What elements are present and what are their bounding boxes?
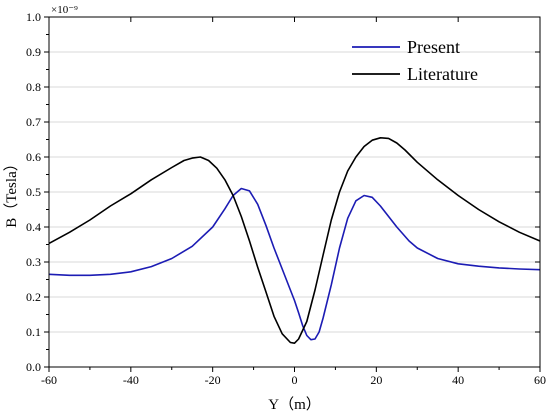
x-axis: -60 -40 -20 0 20 40 60 [41,17,546,387]
y-tick-label: 0.2 [26,290,41,304]
y-tick-label: 0.8 [26,80,41,94]
x-tick-label: -40 [123,373,139,387]
series-line-literature [48,137,541,345]
x-axis-title: Y（m） [268,396,321,413]
y-axis-title: B（Tesla） [3,156,20,227]
x-tick-label: 40 [452,373,464,387]
x-tick-label: 20 [370,373,382,387]
y-tick-label: 0.5 [26,185,41,199]
legend-label-present: Present [407,37,460,57]
x-tick-label: 0 [292,373,298,387]
y-tick-label: 0.9 [26,45,41,59]
y-axis: 0.0 0.1 0.2 0.3 0.4 0.5 0.6 0.7 0.8 0.9 1.0 [26,10,540,374]
grid [49,51,540,333]
series-line-present [48,187,541,341]
y-tick-label: 0.6 [26,150,41,164]
legend-label-literature: Literature [407,64,478,84]
series-group [48,137,541,345]
y-tick-label: 0.1 [26,325,41,339]
legend: Present Literature [352,37,478,84]
y-axis-multiplier: ×10⁻⁹ [51,4,78,16]
y-tick-label: 0.4 [26,220,41,234]
y-tick-label: 0.3 [26,255,41,269]
y-tick-label: 1.0 [26,10,41,24]
x-tick-label: -60 [41,373,57,387]
x-tick-label: -20 [205,373,221,387]
y-tick-label: 0.7 [26,115,41,129]
y-tick-label: 0.0 [26,360,41,374]
x-tick-label: 60 [534,373,546,387]
